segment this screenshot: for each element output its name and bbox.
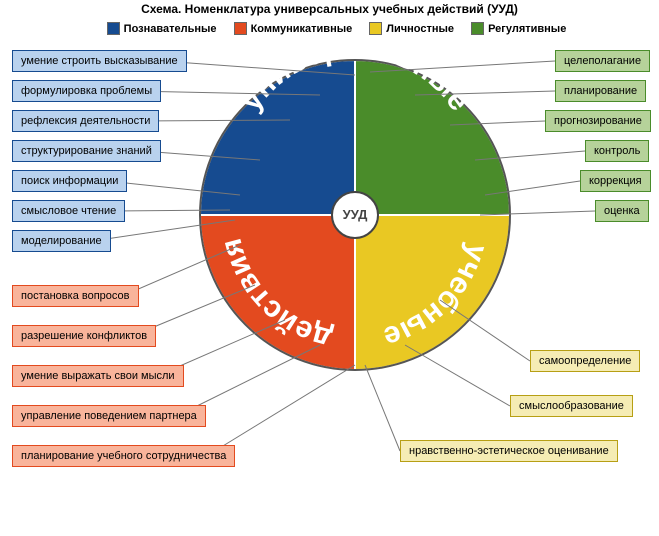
box-cognitive-6: моделирование (12, 230, 111, 252)
box-communicative-2: умение выражать свои мысли (12, 365, 184, 387)
box-regulatory-4: коррекция (580, 170, 651, 192)
pie-center-label: УУД (331, 191, 379, 239)
box-cognitive-3: структурирование знаний (12, 140, 161, 162)
box-regulatory-5: оценка (595, 200, 649, 222)
box-personal-2: нравственно-эстетическое оценивание (400, 440, 618, 462)
box-cognitive-2: рефлексия деятельности (12, 110, 159, 132)
box-cognitive-5: смысловое чтение (12, 200, 125, 222)
box-cognitive-4: поиск информации (12, 170, 127, 192)
box-regulatory-2: прогнозирование (545, 110, 651, 132)
box-regulatory-1: планирование (555, 80, 646, 102)
box-personal-1: смыслообразование (510, 395, 633, 417)
box-cognitive-1: формулировка проблемы (12, 80, 161, 102)
box-regulatory-0: целеполагание (555, 50, 650, 72)
box-personal-0: самоопределение (530, 350, 640, 372)
box-cognitive-0: умение строить высказывание (12, 50, 187, 72)
box-communicative-1: разрешение конфликтов (12, 325, 156, 347)
box-communicative-0: постановка вопросов (12, 285, 139, 307)
box-regulatory-3: контроль (585, 140, 649, 162)
box-communicative-4: планирование учебного сотрудничества (12, 445, 235, 467)
diagram-canvas: Схема. Номенклатура универсальных учебны… (0, 0, 659, 536)
box-communicative-3: управление поведением партнера (12, 405, 206, 427)
